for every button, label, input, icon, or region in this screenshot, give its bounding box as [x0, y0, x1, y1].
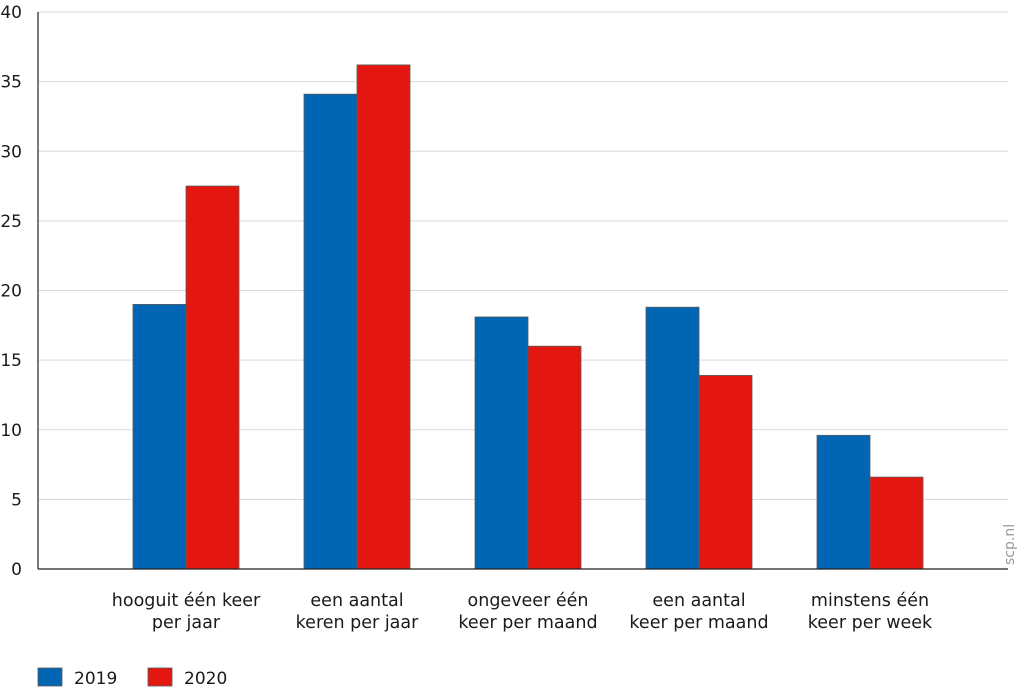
legend-swatch-2020	[147, 667, 173, 687]
x-tick-label: keer per week	[808, 613, 933, 633]
legend-label-2019: 2019	[74, 669, 117, 689]
legend: 2019 2020	[37, 667, 227, 689]
y-tick-label: 20	[0, 282, 22, 302]
bar-2019-5	[816, 434, 871, 570]
bars	[132, 64, 924, 570]
y-tick-label: 5	[11, 490, 22, 510]
bar-2020-1	[185, 185, 240, 570]
x-tick-label: een aantal	[652, 591, 745, 611]
axes	[37, 12, 1008, 570]
y-tick-label: 0	[11, 560, 22, 580]
x-tick-label: een aantal	[310, 591, 403, 611]
bar-2019-3	[474, 316, 529, 570]
x-tick-label: hooguit één keer	[112, 591, 261, 611]
bar-2020-3	[527, 345, 582, 570]
bar-2019-4	[645, 306, 700, 570]
bar-2020-5	[869, 476, 924, 570]
bar-2019-1	[132, 304, 187, 570]
bar-2019-2	[303, 93, 358, 570]
y-tick-labels: 0 5 10 15 20 25 30 35 40	[0, 3, 22, 580]
bar-2020-2	[356, 64, 411, 570]
y-tick-label: 40	[0, 3, 22, 23]
x-tick-label: keer per maand	[458, 613, 597, 633]
bar-2020-4	[698, 375, 753, 570]
x-tick-label: keren per jaar	[296, 613, 419, 633]
x-tick-label: per jaar	[152, 613, 221, 633]
y-tick-label: 25	[0, 212, 22, 232]
legend-label-2020: 2020	[184, 669, 227, 689]
y-tick-label: 35	[0, 73, 22, 93]
y-tick-label: 10	[0, 421, 22, 441]
legend-swatch-2019	[37, 667, 63, 687]
x-tick-label: keer per maand	[629, 613, 768, 633]
y-tick-label: 30	[0, 142, 22, 162]
watermark: scp.nl	[1002, 524, 1018, 565]
y-tick-label: 15	[0, 351, 22, 371]
x-tick-label: minstens één	[811, 591, 929, 611]
x-tick-label: ongeveer één	[468, 591, 589, 611]
